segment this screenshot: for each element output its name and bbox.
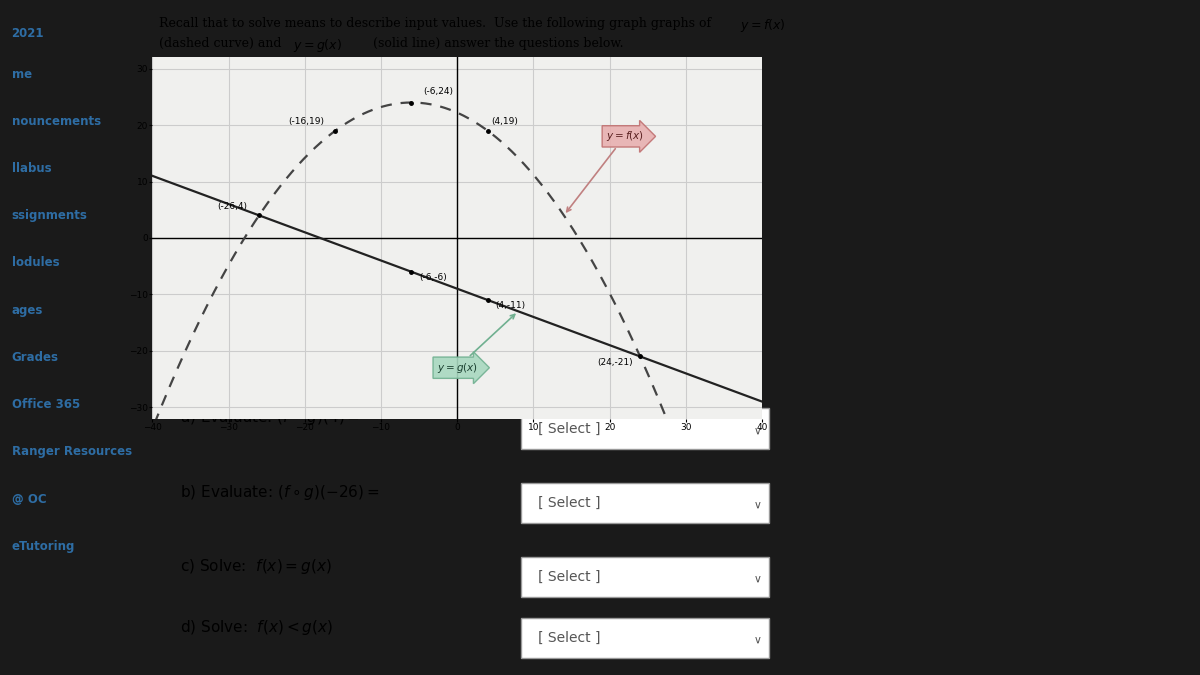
- Text: [ Select ]: [ Select ]: [538, 631, 600, 645]
- Text: (-26,4): (-26,4): [217, 202, 247, 211]
- Text: ∧: ∧: [751, 572, 760, 582]
- Text: $y=g(x)$: $y=g(x)$: [437, 315, 515, 375]
- Text: nouncements: nouncements: [12, 115, 101, 128]
- Text: (4,19): (4,19): [492, 117, 518, 126]
- Text: eTutoring: eTutoring: [12, 540, 74, 553]
- FancyBboxPatch shape: [521, 618, 768, 658]
- Text: ∧: ∧: [751, 424, 760, 433]
- Text: $y = g(x)$: $y = g(x)$: [293, 37, 342, 54]
- Text: Office 365: Office 365: [12, 398, 80, 411]
- Text: c) Solve:  $f(x) = g(x)$: c) Solve: $f(x) = g(x)$: [180, 557, 331, 576]
- Text: (-6,-6): (-6,-6): [419, 273, 446, 282]
- Text: $y = f(x)$: $y = f(x)$: [740, 17, 786, 34]
- Text: Recall that to solve means to describe input values.  Use the following graph gr: Recall that to solve means to describe i…: [158, 17, 715, 30]
- Text: @ OC: @ OC: [12, 493, 47, 506]
- Text: ∧: ∧: [751, 498, 760, 508]
- Text: Ranger Resources: Ranger Resources: [12, 446, 132, 458]
- Text: llabus: llabus: [12, 162, 52, 175]
- Text: lodules: lodules: [12, 256, 59, 269]
- Text: [ Select ]: [ Select ]: [538, 422, 600, 435]
- FancyBboxPatch shape: [521, 557, 768, 597]
- Text: (-6,24): (-6,24): [422, 87, 452, 96]
- Text: (24,-21): (24,-21): [596, 358, 632, 367]
- Text: ∧: ∧: [751, 633, 760, 643]
- Text: d) Solve:  $f(x) < g(x)$: d) Solve: $f(x) < g(x)$: [180, 618, 332, 637]
- Text: Grades: Grades: [12, 351, 59, 364]
- Text: ssignments: ssignments: [12, 209, 88, 222]
- Text: me: me: [12, 68, 31, 80]
- Text: (solid line) answer the questions below.: (solid line) answer the questions below.: [372, 37, 623, 50]
- Text: 2021: 2021: [12, 27, 44, 40]
- Text: $y=f(x)$: $y=f(x)$: [566, 130, 644, 212]
- Text: (dashed curve) and: (dashed curve) and: [158, 37, 286, 50]
- Text: [ Select ]: [ Select ]: [538, 496, 600, 510]
- FancyBboxPatch shape: [521, 483, 768, 523]
- FancyBboxPatch shape: [521, 408, 768, 449]
- Text: ages: ages: [12, 304, 43, 317]
- Text: b) Evaluate: $(f \circ g)(-26) =$: b) Evaluate: $(f \circ g)(-26) =$: [180, 483, 379, 502]
- Text: [ Select ]: [ Select ]: [538, 570, 600, 584]
- Text: (-16,19): (-16,19): [288, 117, 324, 126]
- Text: (4,-11): (4,-11): [496, 302, 526, 311]
- Text: a) Evaluate: $(f-g)(4) =$: a) Evaluate: $(f-g)(4) =$: [180, 408, 360, 427]
